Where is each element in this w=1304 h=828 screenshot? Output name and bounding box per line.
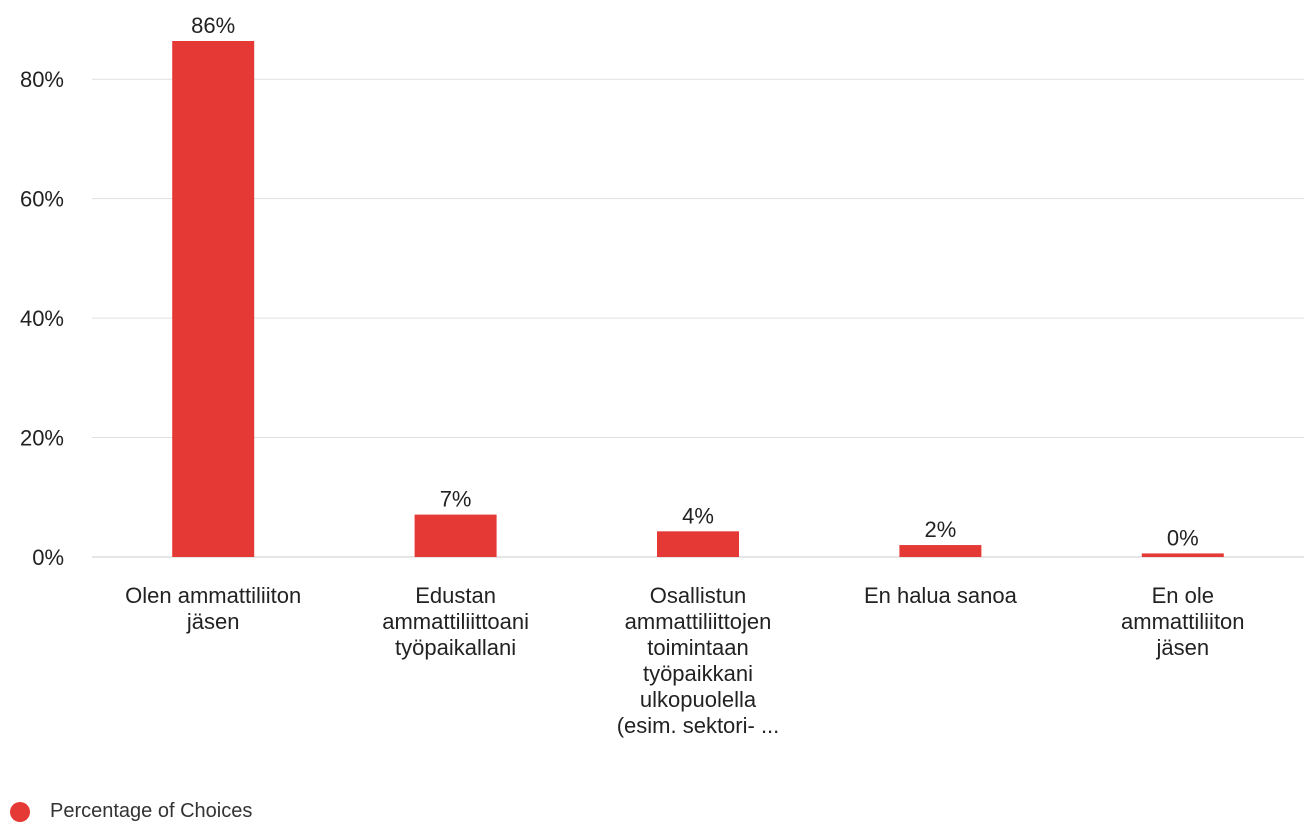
data-label: 2% [925,517,957,542]
x-axis: Olen ammattiliiton jäsen Edustan ammattilii… [125,583,1244,738]
y-axis: 0% 20% 40% 60% 80% [20,67,64,570]
data-label: 0% [1167,525,1199,550]
y-tick-label: 0% [32,545,64,570]
bar [657,531,739,557]
x-tick-label: En ole ammattiliiton jäsen [1121,583,1244,660]
y-tick-label: 60% [20,187,64,212]
x-tick-label: Olen ammattiliiton jäsen [125,583,301,634]
grid-lines [92,78,1304,558]
legend-label: Percentage of Choices [50,800,253,822]
x-tick-label: En halua sanoa [864,583,1018,608]
data-label: 4% [682,503,714,528]
data-label: 7% [440,487,472,512]
bars [172,41,1224,557]
bar [414,514,497,557]
y-tick-label: 20% [20,426,64,451]
y-tick-label: 40% [20,306,64,331]
bar [1141,553,1224,557]
bar-chart: 0% 20% 40% 60% 80% 86% 7% 4% 2% 0% Olen ammattil… [20,13,1304,738]
x-tick-label: Edustan ammattiliittoani työpaikallani [382,583,529,660]
bar [172,41,255,557]
legend-marker-icon [10,801,30,822]
bar [899,545,982,557]
y-tick-label: 80% [20,67,64,92]
legend: Percentage of Choices [10,800,252,823]
data-labels: 86% 7% 4% 2% 0% [191,13,1199,550]
data-label: 86% [191,13,235,38]
x-tick-label: Osallistun ammattiliittojen toimintaan työp… [617,583,780,738]
